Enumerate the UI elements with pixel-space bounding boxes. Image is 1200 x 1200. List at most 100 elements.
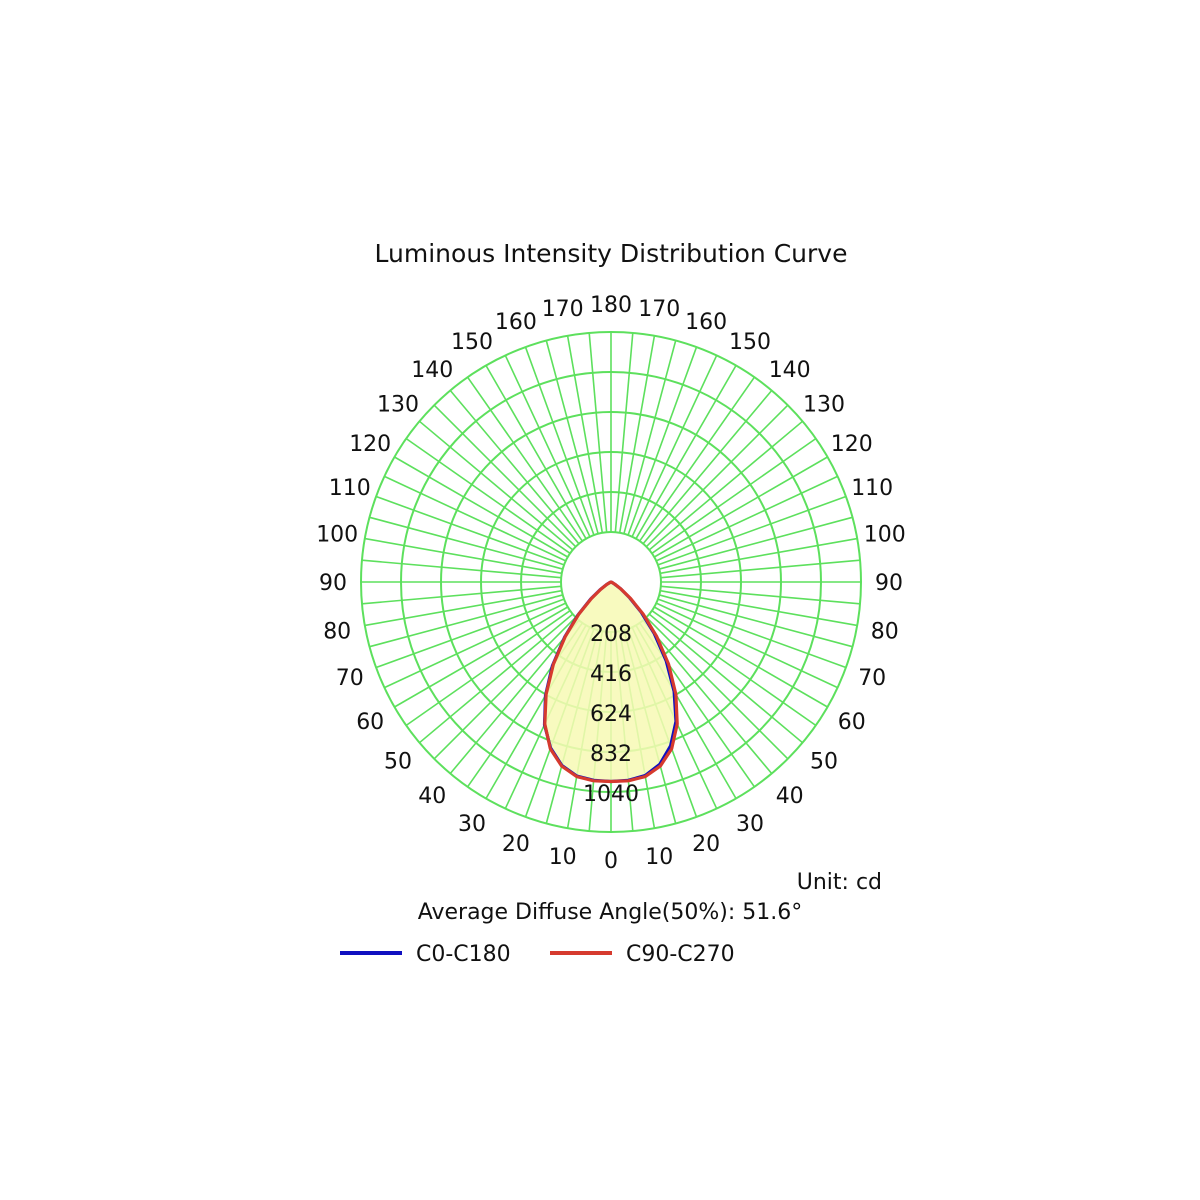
angle-label-right: 40 xyxy=(776,784,804,809)
angle-label-right: 130 xyxy=(803,392,845,417)
legend-label: C90-C270 xyxy=(626,942,735,967)
angle-label-right: 20 xyxy=(692,832,720,857)
radial-tick-label: 208 xyxy=(590,622,632,647)
grid-spoke xyxy=(405,437,571,554)
radial-tick-label: 832 xyxy=(590,742,632,767)
grid-spoke xyxy=(614,332,634,533)
angle-label-bottom: 0 xyxy=(604,849,618,874)
angle-labels: 1020304050607080901001101201301401501601… xyxy=(316,293,906,874)
grid-spoke xyxy=(369,516,563,570)
grid-spoke xyxy=(433,404,577,548)
grid-spoke xyxy=(645,616,789,760)
angle-label-left: 90 xyxy=(319,571,347,596)
angle-label-right: 120 xyxy=(831,432,873,457)
grid-spoke xyxy=(566,335,604,533)
angle-label-left: 10 xyxy=(549,845,577,870)
radial-tick-labels: 208 416 624 832 1040 xyxy=(583,622,639,807)
angle-label-left: 30 xyxy=(458,812,486,837)
grid-spoke xyxy=(648,613,804,744)
grid-spoke xyxy=(394,606,569,708)
grid-spoke xyxy=(635,365,737,540)
grid-spoke xyxy=(655,602,838,689)
grid-spoke xyxy=(651,610,817,727)
legend: C0-C180 C90-C270 xyxy=(340,942,735,967)
angle-label-left: 80 xyxy=(323,619,351,644)
grid-spoke xyxy=(648,420,804,551)
angle-label-left: 160 xyxy=(495,310,537,335)
grid-spoke xyxy=(466,376,583,542)
angle-label-left: 20 xyxy=(502,832,530,857)
curve-fill xyxy=(544,582,678,782)
grid-spoke xyxy=(618,335,656,533)
radial-tick-label: 416 xyxy=(590,662,632,687)
grid-spoke xyxy=(504,355,591,538)
angle-label-right: 170 xyxy=(638,297,680,322)
angle-label-left: 60 xyxy=(356,710,384,735)
angle-label-left: 130 xyxy=(377,392,419,417)
grid-spoke xyxy=(623,340,677,534)
angle-label-right: 70 xyxy=(858,666,886,691)
grid-spoke xyxy=(384,602,567,689)
angle-label-left: 140 xyxy=(411,358,453,383)
angle-label-left: 40 xyxy=(418,784,446,809)
grid-spoke xyxy=(369,594,563,648)
grid-spoke xyxy=(651,437,817,554)
angle-label-top: 180 xyxy=(590,293,632,318)
grid-spoke xyxy=(449,389,580,545)
grid-spoke xyxy=(588,332,608,533)
angle-label-right: 140 xyxy=(769,358,811,383)
grid-spoke xyxy=(361,585,562,605)
grid-spoke xyxy=(375,598,565,669)
grid-spoke xyxy=(627,346,698,536)
series-c90-c270-line xyxy=(543,580,679,784)
chart-title: Luminous Intensity Distribution Curve xyxy=(375,239,848,268)
grid-spoke xyxy=(660,559,861,579)
grid-spoke xyxy=(639,376,756,542)
grid-spoke xyxy=(485,365,587,540)
grid-spoke xyxy=(645,404,789,548)
curve-lines xyxy=(542,580,679,784)
grid-spoke xyxy=(653,606,828,708)
grid-spoke xyxy=(653,456,828,558)
angle-label-right: 60 xyxy=(838,710,866,735)
grid-spoke xyxy=(659,594,853,648)
grid-spoke xyxy=(657,598,847,669)
grid-spoke xyxy=(364,589,562,627)
grid-spoke xyxy=(405,610,571,727)
grid-spoke xyxy=(642,619,773,775)
angle-label-right: 160 xyxy=(685,310,727,335)
grid-spoke xyxy=(364,537,562,575)
angle-label-right: 30 xyxy=(736,812,764,837)
grid-spoke xyxy=(545,340,599,534)
grid-spoke xyxy=(449,619,580,775)
grid-spoke xyxy=(631,355,718,538)
legend-label: C0-C180 xyxy=(416,942,511,967)
angle-label-left: 150 xyxy=(451,330,493,355)
angle-label-right: 90 xyxy=(875,571,903,596)
grid-spoke xyxy=(642,389,773,545)
radial-tick-label: 1040 xyxy=(583,782,639,807)
angle-label-right: 100 xyxy=(864,523,906,548)
angle-label-left: 110 xyxy=(329,476,371,501)
grid-spoke xyxy=(418,613,574,744)
grid-spoke xyxy=(524,346,595,536)
angle-label-left: 70 xyxy=(336,666,364,691)
angle-label-right: 80 xyxy=(871,619,899,644)
grid-spoke xyxy=(361,559,562,579)
angle-label-right: 150 xyxy=(729,330,771,355)
angle-label-right: 50 xyxy=(810,750,838,775)
radial-tick-label: 624 xyxy=(590,702,632,727)
grid-spoke xyxy=(659,516,853,570)
angle-label-left: 170 xyxy=(542,297,584,322)
grid-spoke xyxy=(375,495,565,566)
intensity-fill xyxy=(544,582,678,782)
grid-spoke xyxy=(655,475,838,562)
grid-spoke xyxy=(433,616,577,760)
angle-label-left: 100 xyxy=(316,523,358,548)
beam-angle-label: Average Diffuse Angle(50%): 51.6° xyxy=(418,900,803,925)
angle-label-left: 50 xyxy=(384,750,412,775)
grid-spoke xyxy=(384,475,567,562)
angle-label-left: 120 xyxy=(349,432,391,457)
grid-spoke xyxy=(660,537,858,575)
angle-label-right: 110 xyxy=(851,476,893,501)
